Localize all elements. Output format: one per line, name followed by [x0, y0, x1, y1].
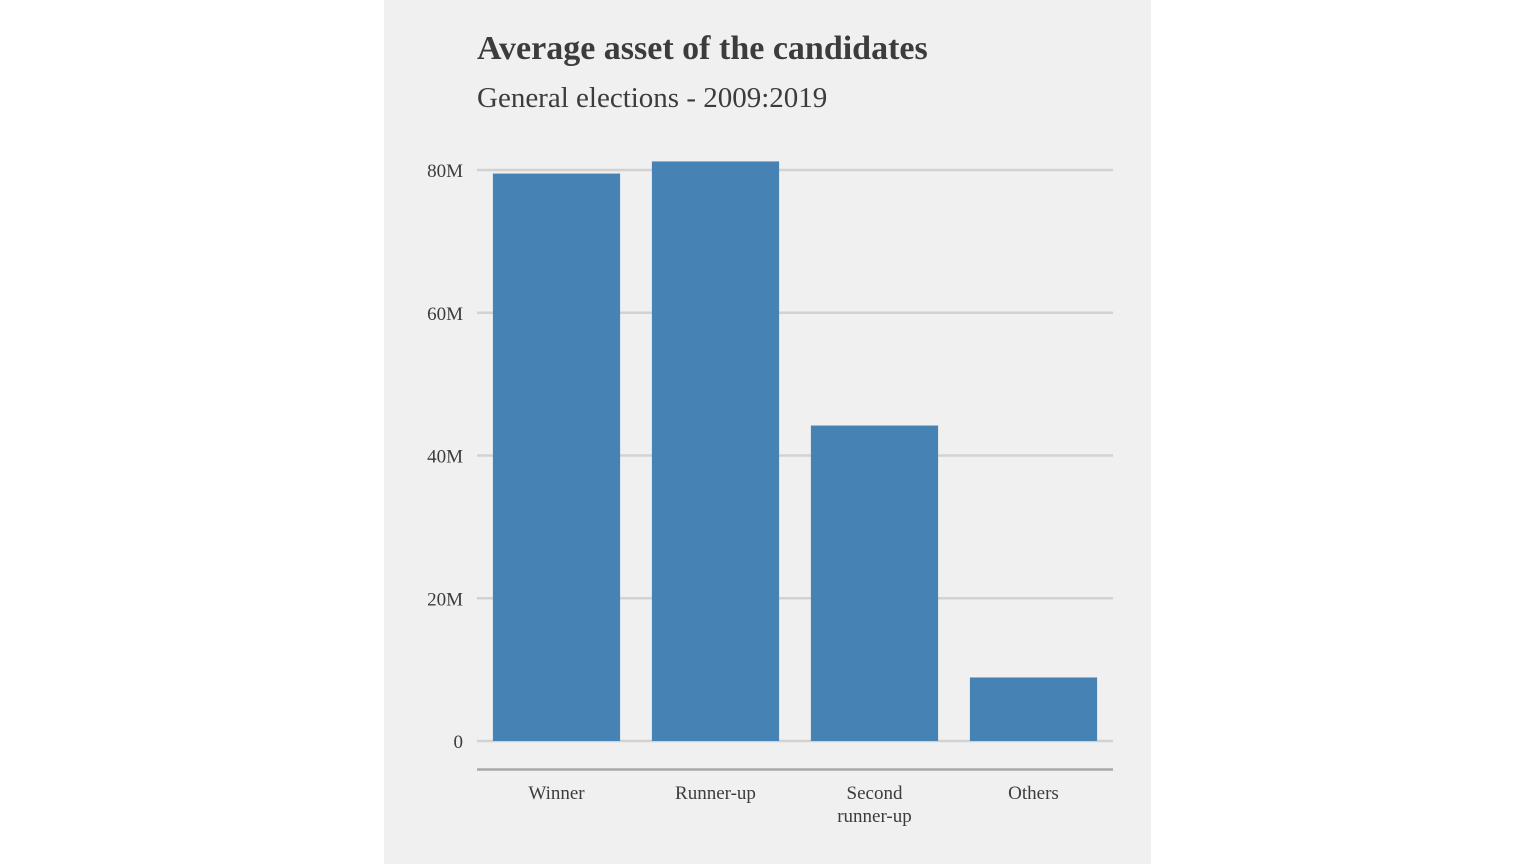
x-axis-ticks: Winner Runner-up Second runner-up Others	[528, 783, 1058, 827]
y-tick-label: 0	[454, 732, 464, 753]
y-axis-ticks: 0 20M 40M 60M 80M	[427, 161, 463, 753]
bar-chart: 0 20M 40M 60M 80M Winner Runner-up Second runne…	[427, 161, 1113, 827]
y-tick-label: 40M	[427, 447, 463, 468]
chart-subtitle: General elections - 2009:2019	[477, 82, 828, 114]
x-tick-label: Winner	[528, 783, 585, 804]
bars	[492, 161, 1098, 742]
y-tick-label: 20M	[427, 589, 463, 610]
chart-panel: Average asset of the candidates General …	[384, 0, 1151, 864]
y-tick-label: 80M	[427, 161, 463, 182]
x-tick-label: Runner-up	[675, 783, 756, 804]
bar	[492, 173, 621, 742]
bar	[810, 425, 939, 741]
bar	[969, 677, 1098, 741]
x-tick-label: Second runner-up	[837, 783, 912, 827]
chart-title: Average asset of the candidates	[477, 30, 928, 67]
y-tick-label: 60M	[427, 304, 463, 325]
bar	[651, 161, 780, 741]
x-tick-label: Others	[1008, 783, 1059, 804]
